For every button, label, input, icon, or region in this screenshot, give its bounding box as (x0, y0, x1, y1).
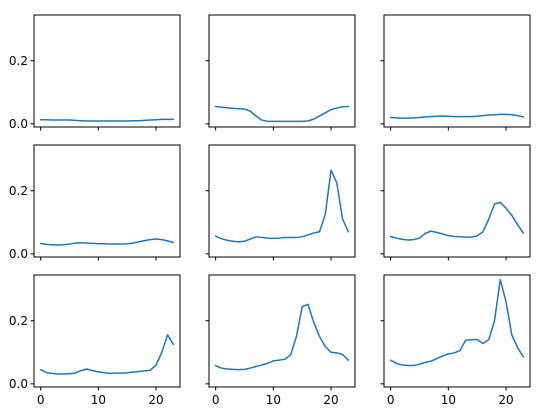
series-line (389, 201, 525, 241)
axes-frame (383, 274, 531, 388)
x-tick-label: 0 (387, 393, 395, 407)
axes-frame (208, 144, 356, 258)
subplot-1-3 (380, 14, 531, 131)
y-tick-label: 0.0 (9, 247, 28, 261)
series-line (39, 118, 175, 122)
axes-frame (33, 144, 181, 258)
x-tick-label: 20 (323, 393, 338, 407)
series-line (39, 334, 175, 375)
x-tick-label: 20 (498, 393, 513, 407)
subplot-3-1: 0.0 0.2 0 10 20 (9, 274, 181, 407)
series-line (214, 105, 350, 123)
x-tick-label: 0 (212, 393, 220, 407)
axes-frame (208, 274, 356, 388)
axes-frame (383, 14, 531, 128)
y-tick-label: 0.2 (9, 314, 28, 328)
subplot-3-3: 0 10 20 (380, 274, 531, 407)
axes-frame (33, 14, 181, 128)
x-tick-label: 10 (91, 393, 106, 407)
series-line (39, 238, 175, 246)
axes-frame (33, 274, 181, 388)
x-tick-label: 10 (441, 393, 456, 407)
y-tick-label: 0.0 (9, 117, 28, 131)
series-line (214, 169, 350, 243)
subplot-1-2 (205, 14, 356, 131)
y-tick-label: 0.0 (9, 377, 28, 391)
axes-frame (208, 14, 356, 128)
subplot-3-2: 0 10 20 (205, 274, 356, 407)
y-tick-label: 0.2 (9, 54, 28, 68)
x-tick-label: 20 (148, 393, 163, 407)
y-tick-label: 0.2 (9, 184, 28, 198)
subplot-2-1: 0.0 0.2 (9, 144, 181, 261)
subplot-1-1: 0.0 0.2 (9, 14, 181, 131)
series-line (389, 113, 525, 119)
x-tick-label: 0 (37, 393, 45, 407)
series-line (389, 278, 525, 367)
axes-frame (383, 144, 531, 258)
subplot-2-3 (380, 144, 531, 261)
x-tick-label: 10 (266, 393, 281, 407)
subplot-2-2 (205, 144, 356, 261)
series-line (214, 303, 350, 371)
